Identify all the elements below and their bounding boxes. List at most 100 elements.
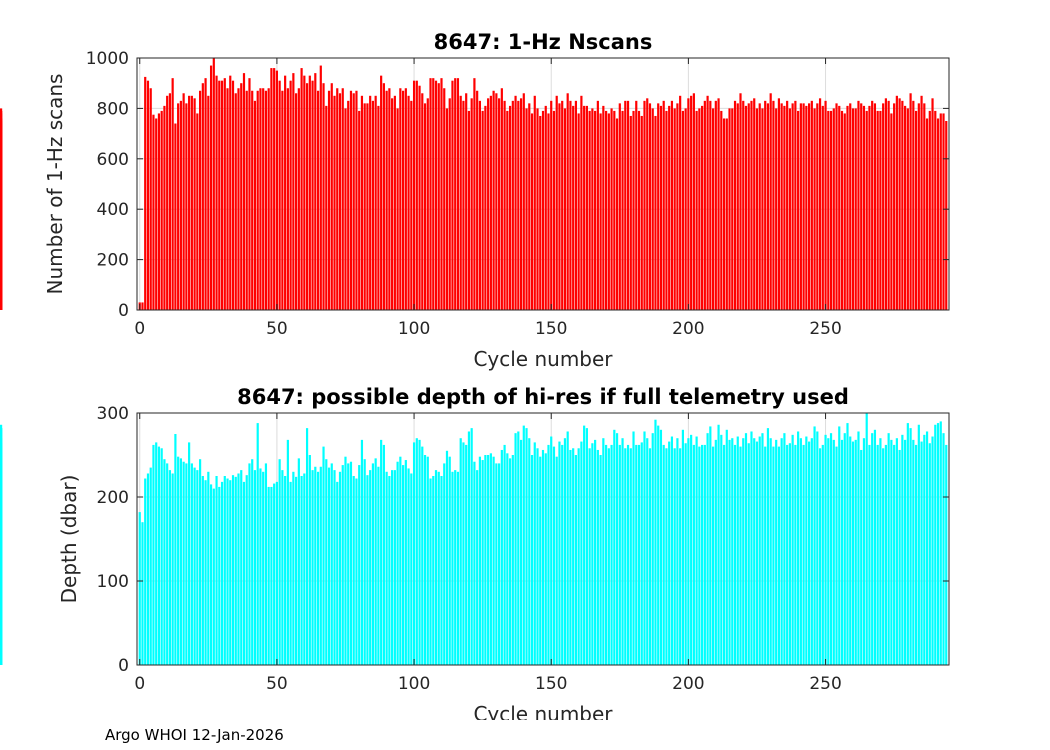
bar <box>432 476 435 665</box>
bar <box>201 476 204 665</box>
bar <box>588 110 591 310</box>
bar <box>722 118 726 310</box>
bar <box>333 470 336 665</box>
bar <box>711 446 715 665</box>
bar <box>278 80 281 311</box>
bar <box>448 456 451 665</box>
bar <box>374 458 377 665</box>
bar <box>253 470 257 665</box>
y-axis-label-top: Number of 1-Hz scans <box>43 74 67 295</box>
bar <box>766 103 770 310</box>
bar <box>676 103 679 310</box>
bar <box>305 83 309 310</box>
bar <box>341 465 344 665</box>
bar <box>407 468 410 665</box>
bar <box>476 90 479 310</box>
bar <box>945 121 948 310</box>
bar <box>212 488 215 665</box>
bar <box>788 443 791 665</box>
bar <box>637 444 641 665</box>
bar <box>692 444 695 665</box>
bar <box>739 93 742 310</box>
bar <box>478 100 481 310</box>
bar <box>514 433 517 665</box>
bar <box>360 95 364 310</box>
y-tick-label: 400 <box>97 200 129 220</box>
bar <box>344 456 347 665</box>
bar <box>259 468 262 665</box>
bar <box>223 476 226 665</box>
bar <box>904 105 907 310</box>
bar <box>544 453 547 665</box>
bar <box>295 93 298 310</box>
bar <box>599 113 602 310</box>
y-tick-label: 300 <box>97 404 129 424</box>
bar <box>629 115 632 311</box>
bar <box>371 100 375 310</box>
bar <box>226 478 229 665</box>
bar <box>336 481 339 665</box>
bar <box>215 476 218 665</box>
bar <box>659 429 663 665</box>
bar <box>753 438 756 665</box>
bar <box>391 98 394 310</box>
bar <box>251 90 254 310</box>
bar <box>607 113 610 310</box>
bar <box>594 439 597 665</box>
bar <box>465 93 468 310</box>
bar <box>234 476 237 665</box>
bar <box>917 424 920 665</box>
bar <box>599 455 602 665</box>
bar <box>522 425 525 665</box>
bar <box>275 70 278 310</box>
bar <box>747 443 750 665</box>
bar <box>577 448 580 665</box>
bar <box>637 110 641 310</box>
bar <box>262 471 265 665</box>
bar <box>840 439 844 665</box>
bar <box>591 443 594 665</box>
bar <box>275 481 278 665</box>
bar <box>0 428 3 665</box>
bar <box>646 98 649 310</box>
bar <box>248 78 251 310</box>
bar <box>876 110 879 310</box>
bar <box>289 481 292 665</box>
bar <box>311 80 314 311</box>
bar <box>300 476 303 665</box>
bar <box>182 461 185 665</box>
bar <box>813 426 816 665</box>
chart-title-bottom: 8647: possible depth of hi-res if full t… <box>237 385 849 409</box>
bar <box>429 78 432 310</box>
bar <box>695 436 698 665</box>
bar <box>687 438 690 665</box>
bar <box>786 100 789 310</box>
bar <box>396 108 399 311</box>
bar <box>407 95 410 310</box>
bar <box>643 431 646 665</box>
chart-title-top: 8647: 1-Hz Nscans <box>434 30 653 54</box>
bar <box>218 486 221 665</box>
bar <box>816 431 819 665</box>
bar <box>895 95 898 310</box>
bar <box>388 476 391 665</box>
bar <box>415 80 418 311</box>
bar <box>190 95 193 310</box>
bar <box>231 80 235 311</box>
footer-credit: Argo WHOI 12-Jan-2026 <box>105 726 284 744</box>
bar <box>199 90 202 310</box>
bar <box>928 443 931 665</box>
bar <box>728 108 731 311</box>
bar <box>670 100 674 310</box>
bar <box>862 105 866 310</box>
bar <box>358 465 361 665</box>
bar <box>166 95 169 310</box>
bar <box>380 439 383 665</box>
bar <box>728 439 731 665</box>
bar <box>552 110 556 310</box>
bar <box>506 110 509 310</box>
bar <box>775 108 778 311</box>
bar <box>742 438 745 665</box>
bar <box>155 118 158 310</box>
bar <box>319 466 322 665</box>
